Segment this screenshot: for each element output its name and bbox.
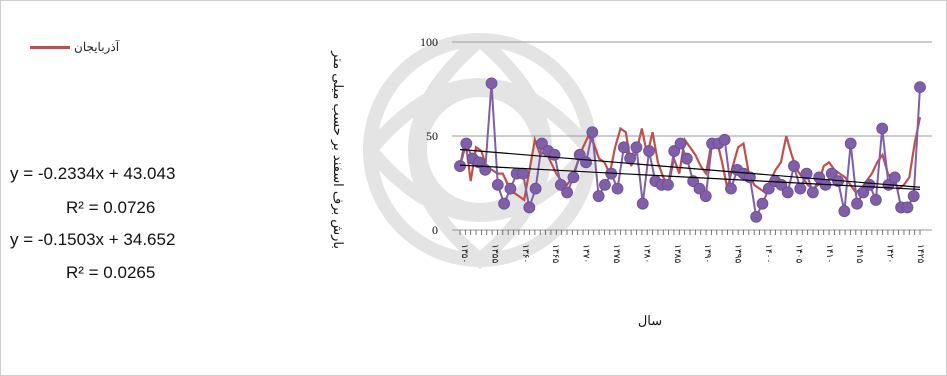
data-point xyxy=(498,197,511,210)
data-point xyxy=(529,182,542,195)
x-tick-label: ۱۳۹۵ xyxy=(733,244,743,264)
data-point xyxy=(473,156,485,169)
data-point xyxy=(863,178,876,191)
x-tick-label: ۱۴۲۰ xyxy=(885,244,895,263)
data-point xyxy=(504,182,517,195)
x-tick-label: ۱۳۸۰ xyxy=(641,244,651,263)
data-point xyxy=(762,182,775,195)
data-point xyxy=(554,178,567,191)
data-point xyxy=(460,137,473,150)
data-point xyxy=(674,137,687,150)
x-tick-label: ۱۴۰۵ xyxy=(793,244,803,264)
data-point xyxy=(825,167,838,180)
data-point xyxy=(592,190,605,203)
x-tick-label: ۱۳۸۵ xyxy=(672,244,682,264)
data-point xyxy=(844,137,857,150)
y-tick-label: 100 xyxy=(420,35,438,49)
data-point xyxy=(580,156,592,169)
data-point xyxy=(523,201,536,214)
trend-r2-2: R² = 0.0265 xyxy=(66,263,156,282)
x-tick-label: ۱۳۶۰ xyxy=(520,244,530,263)
data-point xyxy=(567,171,580,184)
x-tick-label: ۱۴۰۰ xyxy=(763,244,773,263)
data-point xyxy=(485,77,498,90)
data-point xyxy=(756,197,769,210)
watermark-logo xyxy=(363,33,600,270)
data-point xyxy=(624,152,637,165)
data-point xyxy=(699,190,712,203)
data-point xyxy=(888,171,901,184)
data-point xyxy=(788,160,800,172)
trend-equation-2: y = -0.1503x + 34.652 xyxy=(10,230,176,249)
data-point xyxy=(813,171,826,184)
data-point xyxy=(851,197,863,210)
data-point xyxy=(630,141,643,154)
data-point xyxy=(617,141,630,154)
data-point xyxy=(718,133,731,146)
data-point xyxy=(901,201,914,214)
y-tick-label: 0 xyxy=(432,223,438,237)
data-point xyxy=(662,178,674,191)
data-point xyxy=(914,81,926,94)
x-tick-label: ۱۳۷۵ xyxy=(611,244,621,264)
data-point xyxy=(680,152,693,165)
trendline-1 xyxy=(459,148,921,188)
trend-equation-1: y = -0.2334x + 43.043 xyxy=(10,164,176,183)
data-point xyxy=(491,178,504,191)
legend: آذربایجان xyxy=(30,40,119,54)
x-tick-label: ۱۴۱۰ xyxy=(824,244,834,263)
data-point xyxy=(693,182,706,195)
trend-r2-1: R² = 0.0726 xyxy=(66,198,156,217)
x-tick-label: ۱۳۶۵ xyxy=(550,244,560,264)
data-point xyxy=(725,182,737,195)
data-point xyxy=(454,160,466,172)
x-tick-label: ۱۴۱۵ xyxy=(854,244,864,264)
data-point xyxy=(611,182,624,195)
trendline-2 xyxy=(459,164,921,191)
data-point xyxy=(536,137,548,150)
data-point xyxy=(561,186,574,199)
data-point xyxy=(517,167,529,180)
legend-swatch xyxy=(30,45,70,49)
data-point xyxy=(586,126,599,139)
series-line-2 xyxy=(459,83,921,221)
data-point xyxy=(643,145,655,157)
data-point xyxy=(907,190,920,203)
data-point xyxy=(750,210,763,223)
data-point xyxy=(869,194,882,206)
x-axis-title: سال xyxy=(638,314,662,329)
data-point xyxy=(599,178,611,191)
data-point xyxy=(806,186,819,199)
data-point xyxy=(800,167,813,180)
x-tick-label: ۱۳۷۰ xyxy=(581,244,591,263)
data-point xyxy=(781,186,794,199)
legend-label: آذربایجان xyxy=(74,40,120,54)
data-point xyxy=(668,145,681,157)
data-point xyxy=(636,197,649,210)
x-tick-label: ۱۳۹۰ xyxy=(702,244,712,263)
data-point xyxy=(876,122,889,135)
x-tick-label: ۱۳۵۵ xyxy=(489,244,499,264)
data-point xyxy=(687,175,700,188)
y-axis-title: بارش برف اسفند بر حسب میلی متر xyxy=(330,50,345,249)
x-tick-label: ۱۳۵۰ xyxy=(459,244,469,263)
data-point xyxy=(573,148,586,161)
x-tick-label: ۱۴۲۵ xyxy=(915,244,925,264)
data-point xyxy=(548,148,561,161)
data-point xyxy=(838,205,851,218)
data-point xyxy=(794,182,807,195)
y-tick-label: 50 xyxy=(426,129,438,143)
